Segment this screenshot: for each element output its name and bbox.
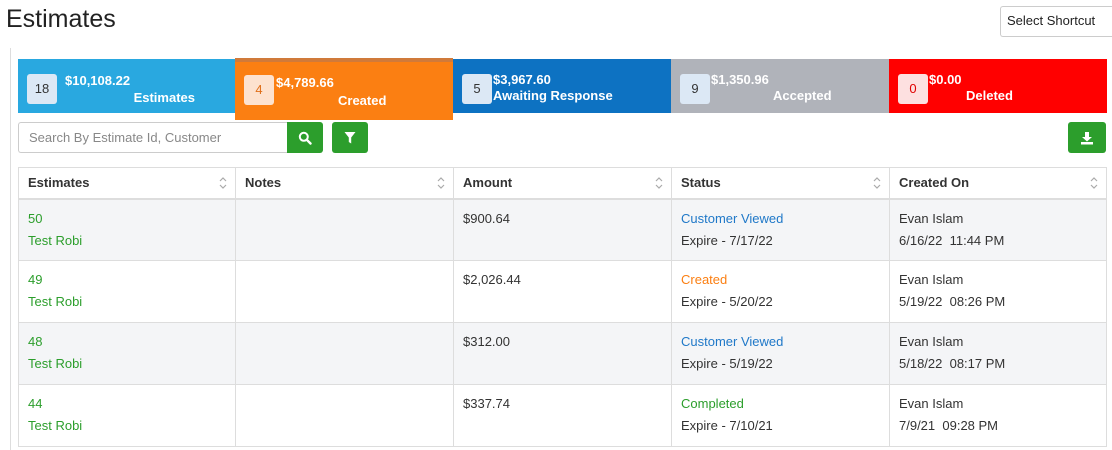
estimate-cell: 50 Test Robi (18, 198, 236, 261)
created-date: 7/9/21 09:28 PM (899, 418, 999, 433)
estimate-cell: 44 Test Robi (18, 384, 236, 447)
customer-link[interactable]: Test Robi (28, 232, 83, 248)
stat-amount: $10,108.22 (65, 73, 131, 88)
table-row[interactable]: 49 Test Robi $2,026.44 Created Expire - 5/… (18, 260, 1107, 323)
status-cell: Customer Viewed Expire - 5/19/22 (671, 322, 890, 385)
notes-cell (235, 322, 454, 385)
estimate-id-link[interactable]: 44 (28, 396, 43, 411)
download-icon (1081, 131, 1093, 144)
amount-cell: $900.64 (453, 198, 672, 261)
amount-cell: $337.74 (453, 384, 672, 447)
created-date: 6/16/22 11:44 PM (899, 232, 1005, 248)
stat-label: Accepted (773, 88, 832, 103)
stat-amount: $4,789.66 (276, 75, 334, 90)
status-text: Completed (681, 396, 744, 411)
column-header-estimates[interactable]: Estimates (18, 167, 236, 200)
stats-bar: 18 $10,108.22 Estimates 4 $4,789.66 Crea… (18, 58, 1107, 120)
estimate-cell: 49 Test Robi (18, 260, 236, 323)
search-input[interactable] (18, 122, 288, 153)
sort-icon[interactable] (873, 176, 881, 190)
created-by: Evan Islam (899, 396, 964, 411)
filter-button[interactable] (332, 122, 368, 153)
notes-cell (235, 384, 454, 447)
stat-count: 0 (898, 74, 928, 104)
column-header-status[interactable]: Status (671, 167, 890, 200)
stat-label: Created (338, 93, 387, 108)
sort-icon[interactable] (1090, 176, 1098, 190)
stat-card-accepted[interactable]: 9 $1,350.96 Accepted (671, 59, 889, 113)
sort-icon[interactable] (655, 176, 663, 190)
status-cell: Completed Expire - 7/10/21 (671, 384, 890, 447)
search-icon (298, 131, 312, 145)
expire-text: Expire - 5/20/22 (681, 294, 773, 309)
stat-amount: $1,350.96 (711, 72, 769, 87)
expire-text: Expire - 7/10/21 (681, 418, 773, 433)
stat-card-estimates[interactable]: 18 $10,108.22 Estimates (18, 59, 235, 113)
sort-icon[interactable] (219, 176, 227, 190)
stat-card-created[interactable]: 4 $4,789.66 Created (235, 58, 453, 120)
created-date: 5/18/22 08:17 PM (899, 356, 1006, 371)
search-button[interactable] (287, 122, 323, 153)
estimate-cell: 48 Test Robi (18, 322, 236, 385)
stat-count: 4 (244, 75, 274, 105)
status-text: Customer Viewed (681, 334, 784, 349)
estimate-id-link[interactable]: 49 (28, 272, 43, 287)
notes-cell (235, 260, 454, 323)
stat-count: 9 (680, 74, 710, 104)
sort-icon[interactable] (437, 176, 445, 190)
created-date: 5/19/22 08:26 PM (899, 294, 1006, 309)
estimate-id-link[interactable]: 50 (28, 210, 43, 226)
created-on-cell: Evan Islam 5/18/22 08:17 PM (889, 322, 1107, 385)
stat-amount: $0.00 (929, 72, 962, 87)
customer-link[interactable]: Test Robi (28, 418, 83, 433)
stat-label: Awaiting Response (493, 88, 613, 103)
estimates-table: Estimates Notes Amount Status Created On… (18, 167, 1107, 447)
expire-text: Expire - 5/19/22 (681, 356, 773, 371)
column-header-amount[interactable]: Amount (453, 167, 672, 200)
content-border (10, 48, 11, 450)
stat-label: Estimates (133, 90, 195, 105)
amount-cell: $2,026.44 (453, 260, 672, 323)
stat-label: Deleted (966, 88, 1013, 103)
estimate-id-link[interactable]: 48 (28, 334, 43, 349)
stat-count: 18 (27, 74, 57, 104)
created-by: Evan Islam (899, 272, 964, 287)
created-on-cell: Evan Islam 6/16/22 11:44 PM (889, 198, 1107, 261)
expire-text: Expire - 7/17/22 (681, 232, 773, 248)
customer-link[interactable]: Test Robi (28, 294, 83, 309)
filter-icon (344, 131, 356, 143)
stat-amount: $3,967.60 (493, 72, 551, 87)
stat-card-deleted[interactable]: 0 $0.00 Deleted (889, 59, 1107, 113)
notes-cell (235, 198, 454, 261)
customer-link[interactable]: Test Robi (28, 356, 83, 371)
status-cell: Customer Viewed Expire - 7/17/22 (671, 198, 890, 261)
stat-card-awaiting-response[interactable]: 5 $3,967.60 Awaiting Response (453, 59, 671, 113)
column-header-notes[interactable]: Notes (235, 167, 454, 200)
table-header-row: Estimates Notes Amount Status Created On (18, 167, 1107, 200)
amount-cell: $312.00 (453, 322, 672, 385)
status-cell: Created Expire - 5/20/22 (671, 260, 890, 323)
stat-count: 5 (462, 74, 492, 104)
download-button[interactable] (1068, 122, 1106, 153)
select-shortcut-dropdown[interactable]: Select Shortcut (1000, 6, 1112, 37)
table-row[interactable]: 50 Test Robi $900.64 Customer Viewed Expir… (18, 198, 1107, 261)
status-text: Customer Viewed (681, 210, 784, 226)
status-text: Created (681, 272, 728, 287)
created-by: Evan Islam (899, 334, 964, 349)
table-row[interactable]: 44 Test Robi $337.74 Completed Expire - 7/… (18, 384, 1107, 447)
table-row[interactable]: 48 Test Robi $312.00 Customer Viewed Expir… (18, 322, 1107, 385)
created-on-cell: Evan Islam 7/9/21 09:28 PM (889, 384, 1107, 447)
created-on-cell: Evan Islam 5/19/22 08:26 PM (889, 260, 1107, 323)
page-title: Estimates (6, 5, 116, 33)
column-header-created-on[interactable]: Created On (889, 167, 1107, 200)
created-by: Evan Islam (899, 210, 964, 226)
